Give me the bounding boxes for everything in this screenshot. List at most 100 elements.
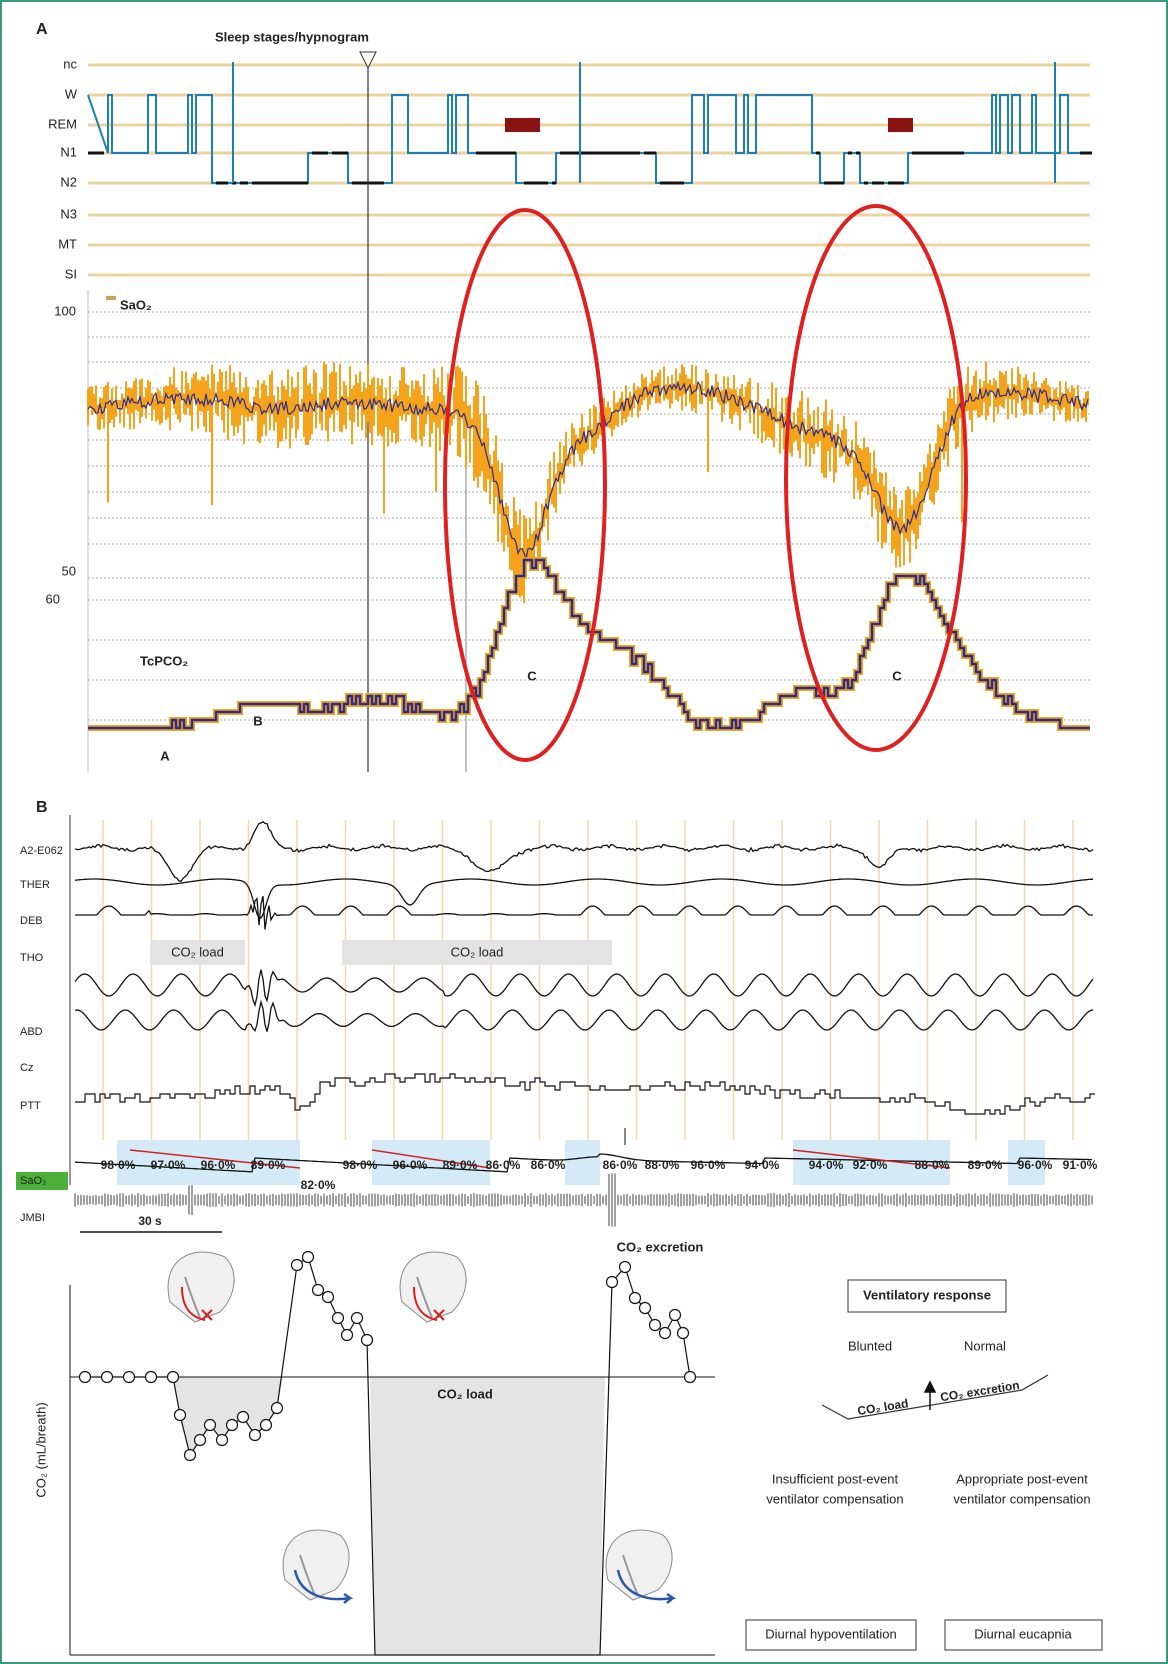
sao2-reading: 92·0%	[853, 1158, 888, 1172]
breath-point	[124, 1372, 135, 1383]
breath-point	[670, 1310, 681, 1321]
breath-point	[630, 1293, 641, 1304]
sao2-reading: 86·0%	[531, 1158, 566, 1172]
sao2-reading: 89·0%	[443, 1158, 478, 1172]
co2-load-label: CO₂ load	[451, 944, 504, 959]
sao2-reading: 91·0%	[1063, 1158, 1098, 1172]
outcome-label: Diurnal hypoventilation	[765, 1626, 897, 1641]
sao2-reading: 96·0%	[691, 1158, 726, 1172]
sao2-reading: 88·0%	[645, 1158, 680, 1172]
sao2-reading: 82·0%	[301, 1178, 336, 1192]
channel-label: PTT	[20, 1100, 41, 1112]
breath-point	[175, 1410, 186, 1421]
scale-bar-label: 30 s	[138, 1214, 162, 1228]
sao2-reading: 88·0%	[915, 1158, 950, 1172]
breath-point	[640, 1303, 651, 1314]
breath-point	[217, 1435, 228, 1446]
channel-label: SaO₂	[20, 1175, 46, 1187]
breath-point	[678, 1328, 689, 1339]
breath-point	[146, 1372, 157, 1383]
breath-point	[660, 1328, 671, 1339]
breath-point	[80, 1372, 91, 1383]
stage-label: N2	[60, 174, 77, 189]
breath-point	[292, 1260, 303, 1271]
breath-point	[650, 1320, 661, 1331]
breath-point	[195, 1435, 206, 1446]
channel-label: A2-E062	[20, 845, 63, 857]
breath-point	[261, 1420, 272, 1431]
annotation: C	[892, 668, 902, 683]
figure: A Sleep stages/hypnogram nc W REM N1 N2 N3 MT SI S…	[0, 0, 1168, 1664]
sao2-reading: 96·0%	[201, 1158, 236, 1172]
channel-label: THER	[20, 879, 50, 891]
breath-point	[620, 1262, 631, 1273]
sao2-label: SaO₂	[120, 297, 152, 312]
channel-label: JMBI	[20, 1212, 45, 1224]
annotation: C	[527, 668, 537, 683]
co2-load-label: CO₂ load	[171, 944, 224, 959]
y-tick-label: 100	[54, 303, 76, 318]
response-title: Ventilatory response	[863, 1287, 991, 1302]
rem-block	[888, 118, 913, 132]
load-area	[370, 1377, 605, 1655]
excretion-label: CO₂ excretion	[617, 1239, 704, 1254]
breath-point	[607, 1277, 618, 1288]
stage-label: N1	[60, 144, 77, 159]
sao2-reading: 89·0%	[251, 1158, 286, 1172]
sao2-reading: 96·0%	[393, 1158, 428, 1172]
breath-point	[323, 1292, 334, 1303]
channel-label: THO	[20, 952, 44, 964]
breath-point	[352, 1313, 363, 1324]
sao2-reading: 98·0%	[101, 1158, 136, 1172]
sao2-reading: 86·0%	[486, 1158, 521, 1172]
compensation-text: Appropriate post-event	[956, 1471, 1088, 1486]
sao2-reading: 98·0%	[343, 1158, 378, 1172]
blunted-label: Blunted	[848, 1338, 892, 1353]
desaturation-box	[565, 1140, 600, 1185]
load-label: CO₂ load	[437, 1386, 493, 1401]
y-tick-label: 50	[62, 563, 76, 578]
breath-point	[250, 1430, 261, 1441]
normal-label: Normal	[964, 1338, 1006, 1353]
stage-label: MT	[58, 236, 77, 251]
compensation-text: ventilator compensation	[766, 1491, 903, 1506]
hypnogram-title: Sleep stages/hypnogram	[215, 29, 369, 44]
channel-label: ABD	[20, 1026, 43, 1038]
sao2-reading: 86·0%	[603, 1158, 638, 1172]
breath-point	[362, 1335, 373, 1346]
breath-point	[313, 1285, 324, 1296]
breath-point	[333, 1313, 344, 1324]
breath-point	[102, 1372, 113, 1383]
channel-label: DEB	[20, 915, 43, 927]
outcome-label: Diurnal eucapnia	[974, 1626, 1072, 1641]
stage-label: N3	[60, 206, 77, 221]
sao2-reading: 97·0%	[151, 1158, 186, 1172]
stage-label: nc	[63, 56, 77, 71]
annotation: A	[160, 748, 170, 763]
compensation-text: ventilator compensation	[953, 1491, 1090, 1506]
stage-label: REM	[48, 116, 77, 131]
breath-point	[185, 1450, 196, 1461]
sao2-reading: 94·0%	[809, 1158, 844, 1172]
channel-label: Cz	[20, 1062, 33, 1074]
breath-point	[205, 1420, 216, 1431]
breath-point	[168, 1372, 179, 1383]
panel-label: B	[36, 799, 48, 816]
y-tick-label: 60	[46, 591, 60, 606]
sao2-reading: 94·0%	[745, 1158, 780, 1172]
compensation-text: Insufficient post-event	[772, 1471, 899, 1486]
stage-label: W	[65, 86, 78, 101]
panel-label: A	[36, 21, 48, 38]
breath-point	[303, 1252, 314, 1263]
y-axis-label: CO₂ (mL/breath)	[33, 1402, 48, 1497]
tcpco2-label: TcPCO₂	[140, 653, 188, 668]
breath-point	[227, 1420, 238, 1431]
breath-point	[272, 1403, 283, 1414]
breath-point	[685, 1372, 696, 1383]
legend-swatch	[106, 296, 116, 300]
breath-point	[238, 1412, 249, 1423]
sao2-reading: 96·0%	[1018, 1158, 1053, 1172]
rem-block	[505, 118, 540, 132]
stage-label: SI	[65, 266, 77, 281]
breath-point	[342, 1330, 353, 1341]
